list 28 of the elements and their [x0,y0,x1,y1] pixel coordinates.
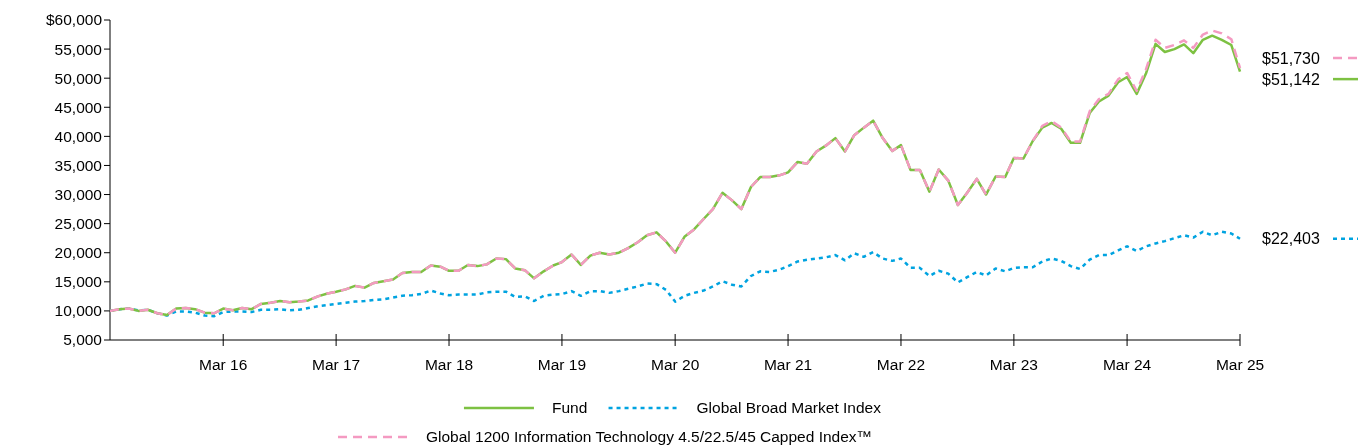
y-tick-label: 30,000 [54,185,103,203]
legend-label: Global Broad Market Index [696,399,882,417]
y-tick-label: 20,000 [54,244,103,262]
x-tick-label: Mar 19 [537,356,587,373]
data-label: $51,730 [1262,49,1320,67]
data-label: $22,403 [1262,230,1320,248]
y-tick-label: 55,000 [54,40,103,58]
y-tick-label: 35,000 [54,156,103,174]
x-tick-label: Mar 16 [199,356,248,373]
x-tick-label: Mar 25 [1215,356,1265,373]
y-tick-label: 50,000 [54,69,103,87]
y-tick-label: $60,000 [45,11,103,29]
y-tick-label: 5,000 [63,331,103,349]
y-tick-label: 15,000 [54,273,103,291]
y-tick-label: 40,000 [54,127,103,145]
x-tick-label: Mar 17 [312,356,361,373]
x-tick-label: Mar 21 [763,356,813,373]
legend-label: Global 1200 Information Technology 4.5/22.5/45 Capped Index™ [426,428,873,445]
x-tick-label: Mar 18 [424,356,474,373]
y-tick-label: 45,000 [54,98,103,116]
x-tick-label: Mar 20 [651,356,700,373]
y-tick-label: 10,000 [54,302,103,320]
x-tick-label: Mar 24 [1102,356,1152,373]
y-tick-label: 25,000 [54,215,103,233]
data-label: $51,142 [1262,70,1320,88]
x-tick-label: Mar 22 [876,356,926,373]
legend-label: Fund [551,399,588,417]
x-tick-label: Mar 23 [989,356,1038,373]
